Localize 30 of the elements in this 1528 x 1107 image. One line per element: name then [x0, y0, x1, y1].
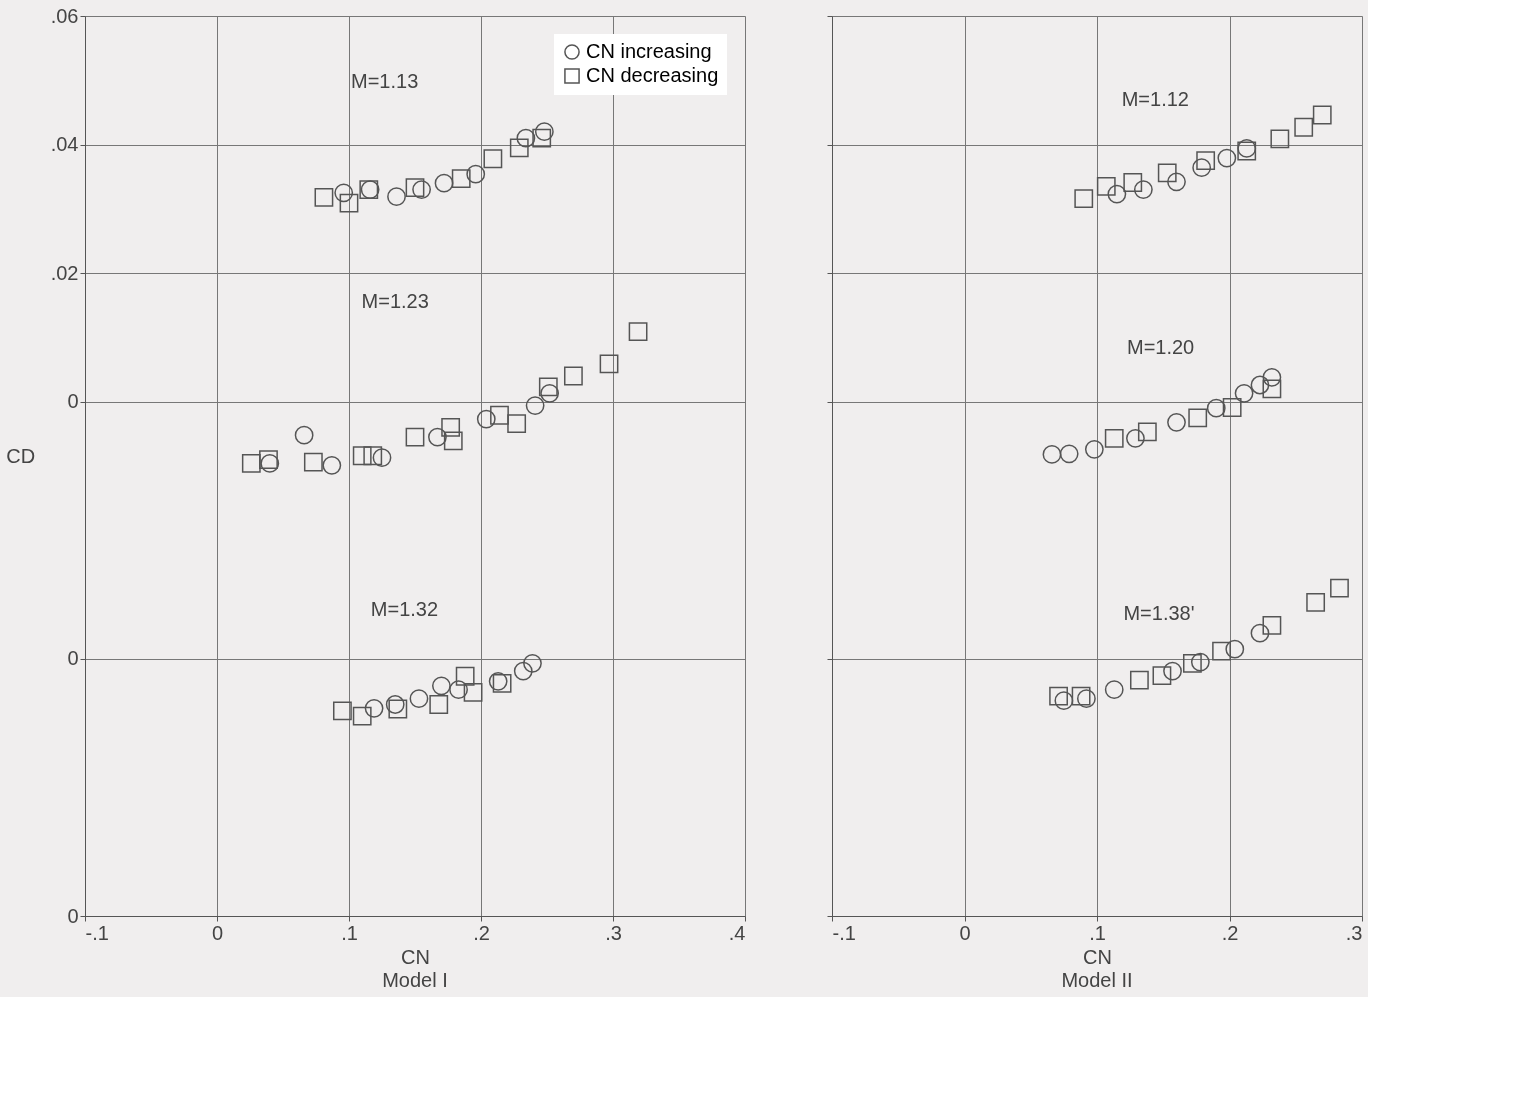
annotation: M=1.32: [370, 598, 439, 620]
annotation: M=1.38': [1123, 601, 1195, 624]
y-tick-label: 0: [67, 647, 79, 670]
x-tick-label: 0: [211, 921, 224, 944]
y-tick-label: .06: [50, 4, 79, 27]
annotation: M=1.20: [1126, 336, 1195, 359]
annotation: M=1.23: [361, 290, 429, 313]
x-axis-title: CN: [1083, 945, 1112, 968]
x-tick-label: .2: [473, 921, 490, 944]
text: Model I: [382, 969, 448, 991]
y-axis-title: CD: [6, 444, 36, 467]
legend-label: CN decreasing: [586, 64, 719, 86]
annotation: M=1.12: [1121, 87, 1189, 110]
x-tick-label: .2: [1221, 921, 1239, 944]
x-axis-title: CN: [401, 945, 430, 968]
y-tick-label: .02: [50, 261, 79, 284]
x-tick-label: .3: [605, 921, 622, 944]
text: Model II: [1061, 969, 1133, 991]
y-tick-label: 0: [67, 390, 79, 413]
x-tick-label: .4: [728, 921, 746, 944]
x-tick-label: .3: [1345, 921, 1363, 944]
annotation: M=1.13: [351, 69, 419, 92]
y-tick-label: .04: [50, 133, 79, 156]
x-tick-label: .1: [341, 921, 358, 944]
y-tick-label: 0: [67, 904, 79, 927]
legend-label: CN increasing: [586, 40, 712, 62]
x-tick-label: 0: [959, 921, 971, 944]
x-tick-label: -.1: [85, 921, 109, 944]
x-tick-label: -.1: [832, 921, 856, 944]
x-tick-label: .1: [1089, 921, 1106, 944]
